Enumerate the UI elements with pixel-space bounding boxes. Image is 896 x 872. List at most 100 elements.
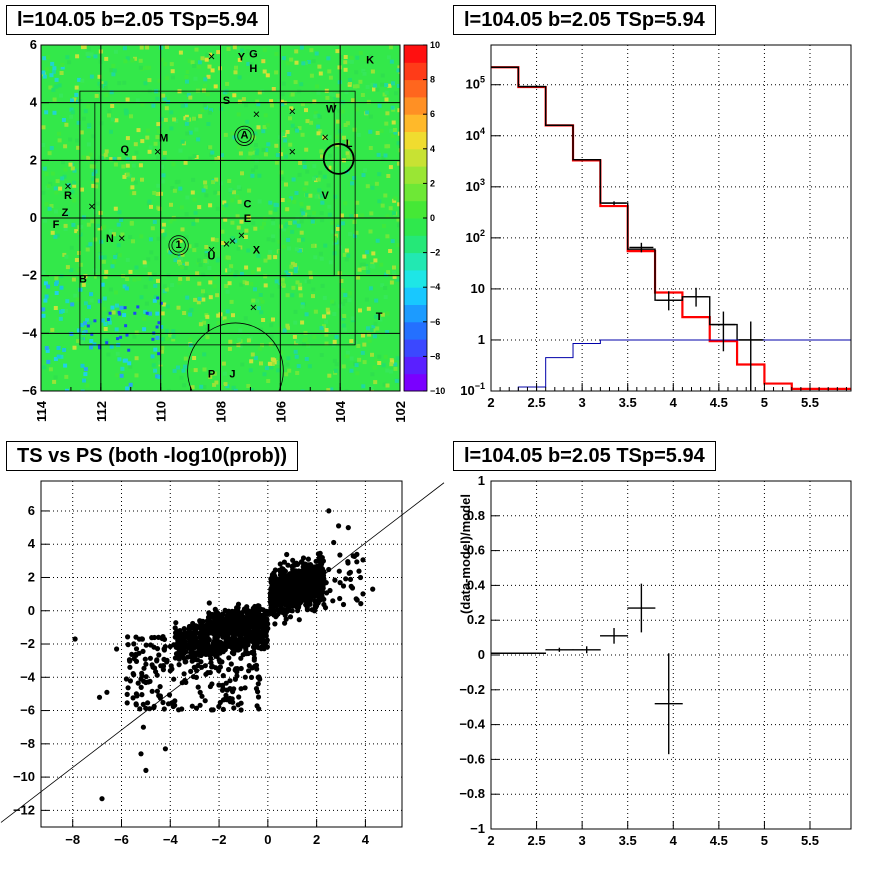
map-pixel [215, 206, 220, 211]
map-pixel [236, 185, 241, 190]
scatter-point [161, 656, 167, 663]
scatter-point [330, 598, 336, 604]
map-pixel [294, 49, 299, 54]
map-pixel [216, 50, 221, 55]
map-pixel [245, 200, 250, 205]
map-pixel [76, 99, 80, 104]
map-source-label: W [326, 103, 337, 115]
map-pixel [200, 56, 205, 61]
map-pixel [62, 348, 67, 352]
map-pixel [282, 328, 287, 333]
map-pixel [332, 236, 337, 241]
map-pixel [342, 314, 347, 318]
map-pixel [86, 142, 91, 147]
map-pixel [76, 339, 81, 344]
scatter-point [197, 689, 203, 696]
scatter-y-tick-label: 6 [28, 503, 35, 518]
spectrum-x-tick-label: 3 [579, 395, 586, 410]
map-pixel [255, 99, 260, 104]
map-pixel [99, 121, 104, 126]
map-pixel [192, 356, 197, 360]
map-pixel [278, 152, 283, 157]
map-pixel [103, 81, 108, 86]
scatter-title: TS vs PS (both -log10(prob)) [6, 441, 298, 471]
map-pixel [131, 239, 135, 244]
map-pixel [80, 78, 85, 83]
map-pixel [362, 71, 367, 76]
map-pixel [355, 200, 360, 205]
scatter-point [169, 666, 175, 672]
scatter-point [356, 568, 362, 574]
map-pixel [384, 90, 389, 95]
map-pixel [398, 264, 400, 269]
map-pixel [202, 320, 207, 325]
map-pixel [59, 285, 64, 290]
map-pixel [271, 234, 276, 239]
map-pixel [271, 238, 276, 243]
scatter-point [343, 576, 349, 582]
map-pixel [136, 128, 141, 133]
map-pixel [115, 303, 119, 308]
scatter-point [138, 676, 144, 682]
map-pixel [300, 237, 305, 242]
map-pixel [393, 196, 398, 201]
map-pixel [361, 262, 366, 267]
map-pixel [41, 313, 46, 318]
map-pixel [172, 217, 177, 222]
map-pixel [369, 385, 374, 390]
map-pixel [182, 383, 187, 388]
map-source-label: L [346, 138, 353, 150]
map-pixel [45, 67, 50, 72]
map-pixel [273, 202, 278, 207]
map-pixel [51, 87, 56, 92]
scatter-point [143, 661, 149, 667]
map-pixel [279, 99, 284, 104]
scatter-point [229, 629, 235, 636]
map-pixel [334, 135, 339, 139]
map-pixel [55, 179, 60, 184]
map-pixel [41, 70, 46, 75]
map-pixel [385, 111, 390, 116]
map-pixel [396, 141, 400, 146]
map-pixel [343, 298, 348, 303]
map-pixel [210, 68, 215, 73]
map-source-cross [223, 241, 230, 247]
map-pixel [130, 58, 135, 63]
map-x-tick-label: 106 [273, 401, 288, 423]
map-pixel [155, 374, 160, 379]
map-pixel [42, 74, 47, 79]
map-source-cross [238, 232, 245, 239]
map-pixel [339, 55, 344, 59]
map-pixel [251, 150, 256, 155]
map-pixel [107, 109, 112, 114]
map-pixel [204, 193, 209, 198]
scatter-point [226, 655, 232, 661]
scatter-point [269, 580, 275, 586]
scatter-point [181, 671, 187, 677]
map-pixel [89, 52, 94, 57]
map-pixel [381, 363, 386, 368]
map-pixel [362, 360, 367, 365]
map-pixel [200, 108, 205, 113]
map-pixel [230, 236, 235, 241]
map-pixel [154, 256, 159, 261]
scatter-point [302, 577, 308, 583]
map-pixel [129, 114, 133, 119]
map-pixel [62, 252, 67, 257]
residual-x-tick-label: 3.5 [619, 833, 637, 848]
map-pixel-low [123, 306, 127, 310]
map-source-circle [171, 238, 186, 253]
map-pixel [48, 367, 53, 372]
map-pixel [125, 277, 130, 281]
map-source-cross [89, 203, 95, 210]
map-source-circle [168, 235, 189, 256]
map-pixel [388, 249, 393, 253]
map-pixel [235, 195, 240, 199]
map-pixel [69, 332, 74, 336]
map-pixel [48, 85, 53, 90]
map-pixel [319, 353, 324, 357]
map-pixel [269, 365, 274, 370]
map-pixel [258, 293, 263, 297]
map-pixel [204, 57, 209, 62]
map-pixel [385, 214, 390, 219]
